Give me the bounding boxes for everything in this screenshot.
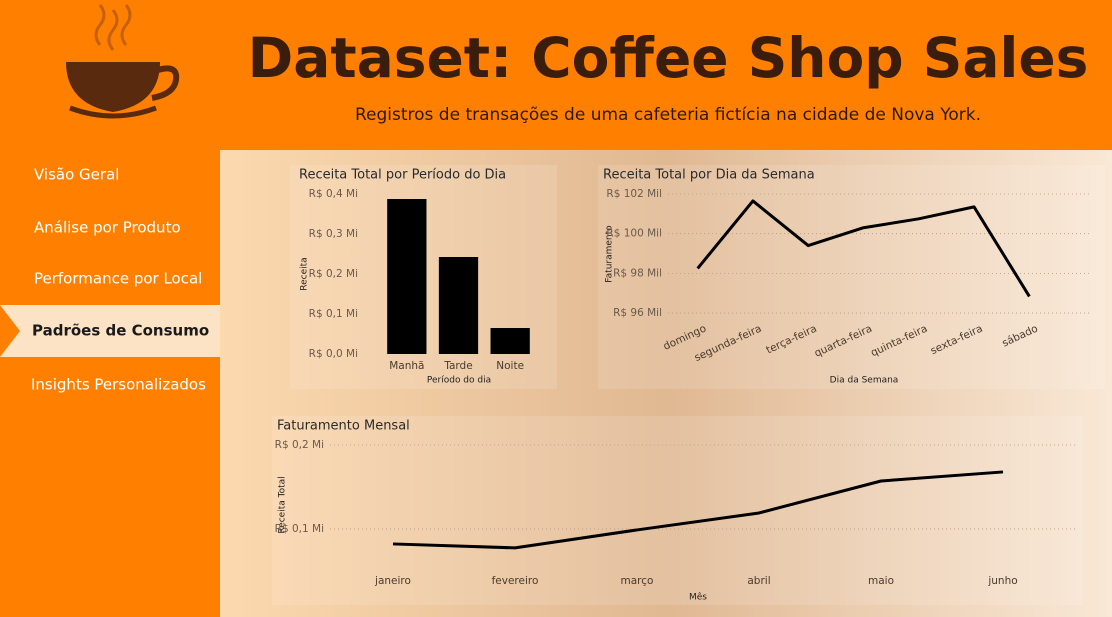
- line: [696, 199, 1031, 298]
- x-axis-title: Dia da Semana: [830, 376, 899, 386]
- x-axis-title: Período do dia: [427, 376, 491, 386]
- nav-selected-bg: [0, 305, 220, 357]
- y-tick-label: R$ 0,2 Mi: [309, 268, 358, 280]
- x-tick-label: maio: [868, 575, 894, 587]
- y-tick-label: R$ 0,2 Mi: [275, 439, 324, 451]
- y-axis-title: Faturamento: [605, 225, 615, 283]
- y-tick-label: R$ 98 Mil: [613, 267, 662, 279]
- nav-item[interactable]: Insights Personalizados: [31, 376, 206, 394]
- bar: [387, 199, 427, 354]
- y-tick-label: R$ 0,0 Mi: [309, 348, 358, 360]
- x-tick-label: fevereiro: [492, 575, 539, 587]
- nav-item[interactable]: Análise por Produto: [34, 219, 181, 237]
- chart-title: Receita Total por Dia da Semana: [603, 168, 815, 183]
- line: [392, 470, 1004, 550]
- y-tick-label: R$ 102 Mil: [606, 188, 662, 200]
- chart-title: Faturamento Mensal: [277, 419, 410, 434]
- content-area: [220, 150, 1112, 617]
- x-tick-label: Manhã: [389, 360, 424, 372]
- x-tick-label: Tarde: [443, 360, 472, 372]
- y-axis-title: Receita Total: [278, 476, 288, 533]
- y-tick-label: R$ 0,1 Mi: [309, 308, 358, 320]
- x-tick-label: Noite: [496, 360, 524, 372]
- x-tick-label: junho: [987, 575, 1017, 587]
- chart-panel: [598, 165, 1105, 389]
- charts: Receita Total por Período do Dia Período …: [272, 165, 1105, 605]
- y-tick-label: R$ 0,4 Mi: [309, 188, 358, 200]
- nav-item[interactable]: Padrões de Consumo: [32, 322, 209, 340]
- chart-panel: [272, 416, 1083, 605]
- page-title: Dataset: Coffee Shop Sales: [248, 26, 1089, 90]
- bar: [438, 257, 479, 354]
- y-tick-label: R$ 0,1 Mi: [275, 523, 324, 535]
- bar: [490, 328, 530, 354]
- y-axis-title: Receita: [300, 257, 310, 290]
- chart-title: Receita Total por Período do Dia: [299, 168, 506, 183]
- y-tick-label: R$ 96 Mil: [613, 307, 662, 319]
- nav-item[interactable]: Performance por Local: [34, 270, 202, 288]
- coffee-icon: [66, 4, 180, 119]
- nav-item[interactable]: Visão Geral: [34, 166, 119, 184]
- y-tick-label: R$ 100 Mil: [606, 228, 662, 240]
- y-tick-label: R$ 0,3 Mi: [309, 228, 358, 240]
- x-axis-title: Mês: [689, 592, 707, 603]
- x-tick-label: março: [621, 575, 654, 587]
- x-tick-label: janeiro: [374, 575, 411, 587]
- x-tick-label: abril: [747, 575, 770, 587]
- page-subtitle: Registros de transações de uma cafeteria…: [355, 105, 981, 125]
- nav: Visão Geral Análise por Produto Performanc…: [0, 166, 220, 394]
